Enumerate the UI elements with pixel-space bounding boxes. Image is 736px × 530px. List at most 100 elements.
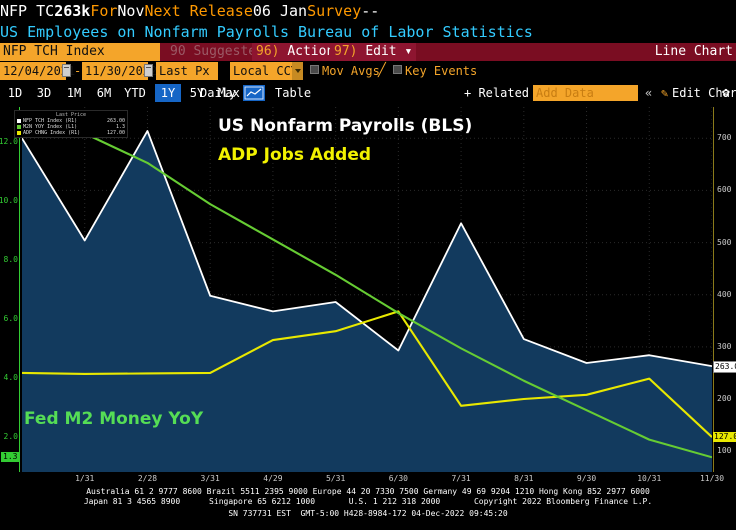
left-axis-tick: 2.0: [3, 431, 18, 441]
date-range-separator: -: [74, 64, 82, 78]
pencil-icon[interactable]: ✎: [661, 86, 669, 100]
left-axis-current-badge: 1.3: [1, 452, 20, 463]
legend-row: NFP TCH Index (R1) 263.00: [17, 118, 125, 124]
range-tab-max[interactable]: Max: [218, 86, 240, 100]
chart-plot-area[interactable]: [22, 107, 712, 472]
range-tab-1m[interactable]: 1M: [66, 86, 82, 100]
left-axis-tick: 12.0: [0, 137, 18, 147]
legend-series-value: 1.3: [115, 124, 125, 130]
range-tab-3d[interactable]: 3D: [36, 86, 52, 100]
header-segment-6: Survey: [307, 2, 362, 20]
left-axis-spine: [19, 107, 20, 472]
series-fill-nfp-tch-index: [22, 130, 712, 472]
price-field-input[interactable]: Last Px: [156, 62, 218, 80]
right-y-axis: 100 200 300 400 500 600 700 263.00 127.00: [712, 107, 736, 472]
edit-menu[interactable]: 97) Edit ▾: [330, 43, 417, 61]
calendar-icon[interactable]: [144, 64, 153, 77]
trendline-icon[interactable]: ╱: [378, 63, 386, 78]
gear-icon[interactable]: ✿: [722, 85, 730, 100]
table-view-tab[interactable]: Table: [275, 86, 312, 100]
chart-view-button[interactable]: [243, 85, 265, 101]
edit-chart-button[interactable]: Edit Chart: [672, 86, 736, 100]
range-tab-5y[interactable]: 5Y: [189, 86, 205, 100]
x-axis-tick: 7/31: [451, 474, 471, 483]
header-segment-3: Nov: [117, 2, 145, 20]
right-axis-tick: 300: [717, 341, 732, 351]
legend-series-name: ADP CHNG Index (R1): [23, 130, 81, 136]
chart-type-label[interactable]: Line Chart: [654, 44, 733, 59]
series-line-adp-chng-index: [22, 310, 712, 438]
footer-contacts-line2: Japan 81 3 4565 8900 Singapore 65 6212 1…: [83, 497, 653, 506]
legend-series-value: 263.00: [106, 118, 125, 124]
legend-header: Last Price: [55, 112, 87, 118]
add-data-input[interactable]: Add Data: [533, 85, 638, 101]
calendar-icon[interactable]: [62, 64, 71, 77]
x-axis-tick: 8/31: [514, 474, 534, 483]
footer-session-info: SN 737731 EST GMT-5:00 H428-8984-172 04-…: [228, 509, 508, 518]
range-tab-1y[interactable]: 1Y: [155, 84, 181, 102]
x-axis-tick: 4/29: [263, 474, 283, 483]
currency-select[interactable]: Local CCY: [230, 62, 298, 80]
mov-avgs-label[interactable]: Mov Avgs: [322, 64, 380, 78]
actions-label: Actions: [287, 44, 343, 59]
currency-dropdown-arrow[interactable]: [292, 62, 303, 80]
header-segment-7: --: [361, 2, 380, 20]
x-axis: 1/31 2/28 3/31 4/29 5/31 6/30 7/31 8/31 9/30 10/3…: [22, 472, 724, 486]
legend-row: M2N YOY Index (L1) 1.3: [17, 124, 125, 130]
right-axis-tick: 700: [717, 133, 732, 143]
right-axis-tick: 600: [717, 185, 732, 195]
x-axis-tick: 9/30: [576, 474, 597, 483]
frequency-select[interactable]: Daily ▾: [200, 84, 251, 102]
right-axis-tick: 500: [717, 237, 732, 247]
legend-series-name: NFP TCH Index (R1): [23, 118, 78, 124]
range-tab-6m[interactable]: 6M: [96, 86, 112, 100]
key-events-label[interactable]: Key Events: [405, 64, 478, 78]
date-from-input[interactable]: 12/04/2021: [0, 62, 75, 80]
left-axis-tick: 8.0: [3, 255, 18, 265]
header-segment-0: NFP TC: [0, 2, 55, 20]
x-axis-tick: 1/31: [75, 474, 95, 483]
legend-color-swatch: [17, 119, 21, 123]
legend-series-value: 127.00: [106, 130, 125, 136]
right-axis-tick: 200: [717, 394, 732, 403]
right-axis-nfp-badge: 263.00: [713, 361, 736, 374]
range-tab-1d[interactable]: 1D: [7, 86, 23, 100]
right-axis-tick: 100: [717, 446, 732, 456]
range-tab-ytd[interactable]: YTD: [124, 86, 146, 100]
x-axis-tick: 10/31: [637, 474, 662, 483]
right-axis-spine: [713, 107, 714, 472]
x-axis-tick: 6/30: [388, 474, 408, 483]
ticker-input[interactable]: NFP TCH Index: [0, 43, 160, 61]
annotation-m2: Fed M2 Money YoY: [24, 409, 204, 429]
left-y-axis: 2.0 4.0 6.0 8.0 10.0 12.0 1.3: [0, 107, 22, 472]
line-chart-icon: [244, 86, 264, 100]
security-description: US Employees on Nonfarm Payrolls Bureau …: [0, 23, 533, 41]
collapse-chevron-icon[interactable]: «: [645, 86, 653, 100]
right-axis-tick: 400: [717, 289, 732, 299]
left-axis-tick: 6.0: [3, 313, 18, 323]
x-axis-tick: 3/31: [200, 474, 220, 483]
annotation-adp: ADP Jobs Added: [218, 145, 372, 165]
header-segment-4: Next Release: [144, 2, 253, 20]
header-segment-2: For: [90, 2, 118, 20]
chart-legend: Last Price NFP TCH Index (R1) 263.00 M2N Y…: [14, 110, 128, 138]
edit-number: 97): [334, 44, 358, 59]
chevron-down-icon: ▾: [404, 44, 413, 59]
legend-color-swatch: [17, 125, 21, 129]
x-axis-tick: 5/31: [325, 474, 346, 483]
key-events-checkbox[interactable]: [393, 65, 402, 74]
date-to-input[interactable]: 11/30/2022: [82, 62, 157, 80]
legend-color-swatch: [17, 131, 21, 135]
edit-label: Edit: [365, 44, 397, 59]
left-axis-tick: 10.0: [0, 196, 18, 206]
left-axis-tick: 4.0: [3, 372, 18, 382]
mov-avgs-checkbox[interactable]: [310, 65, 319, 74]
x-axis-tick: 2/28: [137, 474, 158, 483]
legend-series-name: M2N YOY Index (L1): [23, 124, 78, 130]
x-axis-tick: 11/30: [699, 474, 725, 483]
header-segment-5: 06 Jan: [252, 2, 308, 20]
series-line-m2n-yoy-index: [22, 123, 712, 459]
legend-row: ADP CHNG Index (R1) 127.00: [17, 130, 125, 136]
footer-contacts-line1: Australia 61 2 9777 8600 Brazil 5511 239…: [86, 487, 650, 496]
